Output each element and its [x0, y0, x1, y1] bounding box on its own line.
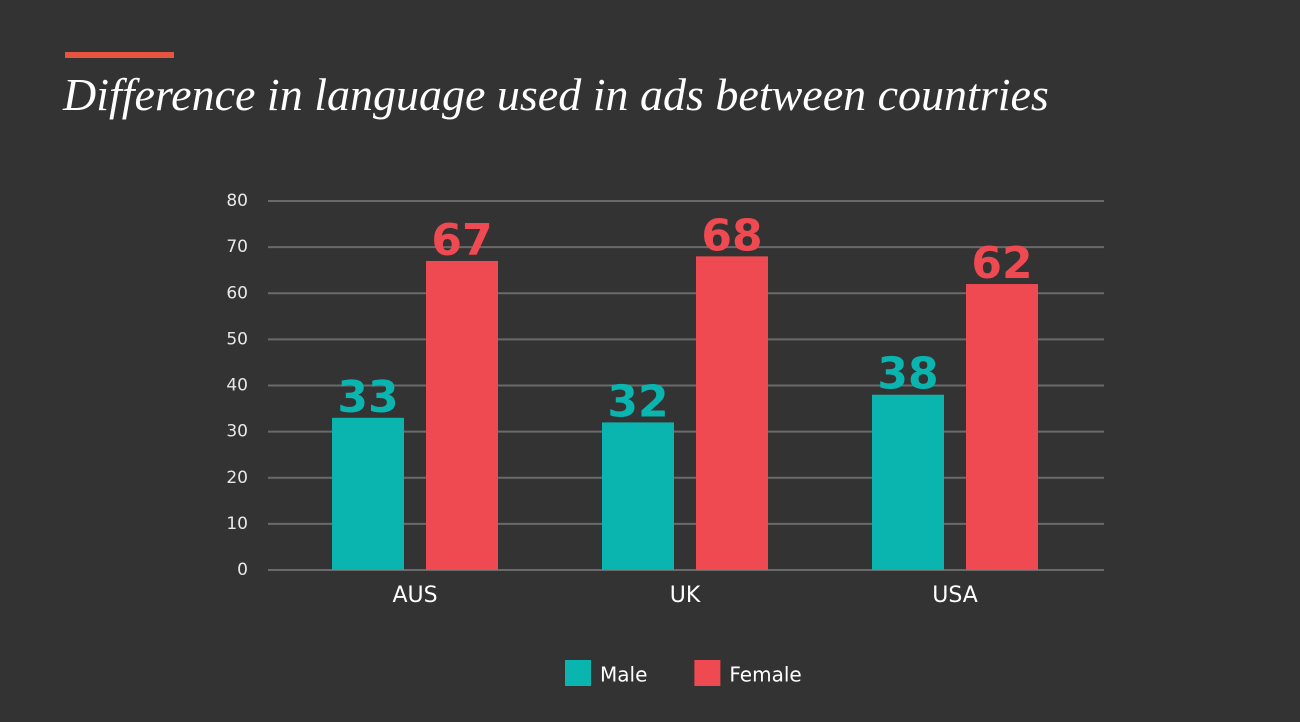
y-tick-label: 50	[226, 329, 248, 349]
bar	[602, 422, 674, 570]
bar	[872, 394, 944, 570]
value-label: 68	[701, 210, 762, 261]
y-tick-label: 20	[226, 468, 248, 488]
legend-swatch	[694, 660, 721, 686]
value-label: 67	[431, 215, 492, 266]
bar	[696, 256, 768, 570]
y-tick-label: 60	[226, 283, 248, 303]
legend-swatch	[565, 660, 591, 686]
y-tick-label: 30	[226, 422, 248, 442]
chart-title: Difference in language used in ads betwe…	[62, 69, 1049, 120]
value-label: 33	[337, 372, 398, 423]
value-label: 62	[971, 238, 1032, 289]
y-tick-label: 70	[226, 237, 248, 257]
legend-label: Male	[600, 663, 647, 687]
x-tick-label: AUS	[392, 583, 437, 608]
x-tick-label: UK	[670, 583, 701, 608]
bar	[966, 284, 1038, 570]
y-tick-label: 40	[226, 376, 248, 396]
x-tick-label: USA	[932, 583, 978, 608]
y-tick-label: 10	[226, 514, 248, 534]
bar	[332, 417, 404, 570]
y-tick-label: 80	[226, 191, 248, 211]
bar	[426, 260, 498, 570]
value-label: 38	[877, 349, 938, 400]
legend-label: Female	[729, 663, 801, 687]
title-accent	[65, 52, 174, 58]
y-tick-label: 0	[237, 560, 248, 580]
value-label: 32	[607, 376, 668, 427]
